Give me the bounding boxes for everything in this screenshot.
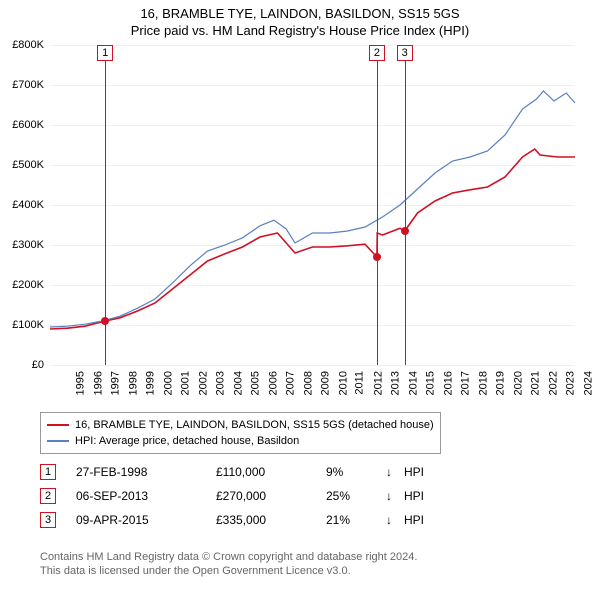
transaction-hpi-label: HPI [404,465,424,479]
x-tick-label: 2024 [582,371,594,395]
transaction-price: £335,000 [216,513,326,527]
x-tick-label: 1999 [144,371,156,395]
x-tick-label: 2021 [529,371,541,395]
x-tick-label: 2006 [267,371,279,395]
transaction-pct: 9% [326,465,386,479]
x-tick-label: 2005 [249,371,261,395]
x-tick-label: 2022 [547,371,559,395]
attribution-footer: Contains HM Land Registry data © Crown c… [40,550,417,578]
y-tick-label: £200K [0,279,44,291]
y-tick-label: £500K [0,159,44,171]
sale-dot [401,227,409,235]
x-tick-label: 1997 [109,371,121,395]
x-tick-label: 2001 [179,371,191,395]
title-line-1: 16, BRAMBLE TYE, LAINDON, BASILDON, SS15… [0,0,600,21]
marker-box: 2 [369,45,385,61]
y-tick-label: £600K [0,119,44,131]
x-tick-label: 2018 [477,371,489,395]
y-tick-label: £100K [0,319,44,331]
x-tick-label: 2015 [424,371,436,395]
down-arrow-icon: ↓ [386,465,404,479]
y-tick-label: £800K [0,39,44,51]
x-tick-label: 2003 [214,371,226,395]
x-tick-label: 2000 [162,371,174,395]
legend-item: HPI: Average price, detached house, Basi… [47,433,434,449]
sale-dot [101,317,109,325]
transaction-marker: 3 [40,512,56,528]
x-tick-label: 2004 [232,371,244,395]
transaction-row: 2 06-SEP-2013£270,00025%↓HPI [40,484,580,508]
x-tick-label: 1995 [74,371,86,395]
transaction-pct: 25% [326,489,386,503]
marker-box: 3 [397,45,413,61]
transaction-row: 3 09-APR-2015£335,00021%↓HPI [40,508,580,532]
x-tick-label: 2023 [564,371,576,395]
x-tick-label: 2014 [407,371,419,395]
down-arrow-icon: ↓ [386,513,404,527]
legend-item: 16, BRAMBLE TYE, LAINDON, BASILDON, SS15… [47,417,434,433]
x-tick-label: 2008 [302,371,314,395]
marker-line [377,60,378,365]
y-tick-label: £700K [0,79,44,91]
marker-line [405,60,406,365]
x-tick-label: 2010 [337,371,349,395]
transaction-marker: 2 [40,488,56,504]
x-tick-label: 2009 [319,371,331,395]
x-tick-label: 2020 [512,371,524,395]
x-tick-label: 2002 [197,371,209,395]
y-tick-label: £400K [0,199,44,211]
legend-swatch [47,440,69,442]
x-tick-label: 2019 [494,371,506,395]
gridline [50,365,575,366]
transaction-marker: 1 [40,464,56,480]
transaction-hpi-label: HPI [404,489,424,503]
series-price_paid [50,149,575,329]
x-tick-label: 2011 [354,371,366,395]
line-series-svg [50,45,575,365]
legend: 16, BRAMBLE TYE, LAINDON, BASILDON, SS15… [40,412,441,454]
transaction-date: 06-SEP-2013 [76,489,216,503]
transaction-date: 27-FEB-1998 [76,465,216,479]
y-tick-label: £0 [0,359,44,371]
legend-label: 16, BRAMBLE TYE, LAINDON, BASILDON, SS15… [75,417,434,433]
marker-box: 1 [97,45,113,61]
plot-area: 1 23 [50,45,575,365]
y-tick-label: £300K [0,239,44,251]
transaction-pct: 21% [326,513,386,527]
footer-line-2: This data is licensed under the Open Gov… [40,564,417,578]
x-tick-label: 2017 [459,371,471,395]
legend-label: HPI: Average price, detached house, Basi… [75,433,299,449]
footer-line-1: Contains HM Land Registry data © Crown c… [40,550,417,564]
transaction-date: 09-APR-2015 [76,513,216,527]
sale-dot [373,253,381,261]
x-tick-label: 1998 [127,371,139,395]
chart-container: 16, BRAMBLE TYE, LAINDON, BASILDON, SS15… [0,0,600,590]
down-arrow-icon: ↓ [386,489,404,503]
transaction-price: £270,000 [216,489,326,503]
transaction-hpi-label: HPI [404,513,424,527]
legend-swatch [47,424,69,426]
x-tick-label: 2016 [442,371,454,395]
transaction-row: 1 27-FEB-1998£110,0009%↓HPI [40,460,580,484]
series-hpi [50,91,575,327]
transaction-price: £110,000 [216,465,326,479]
x-tick-label: 1996 [92,371,104,395]
title-line-2: Price paid vs. HM Land Registry's House … [0,21,600,38]
transactions-table: 127-FEB-1998£110,0009%↓HPI206-SEP-2013£2… [40,460,580,532]
x-tick-label: 2007 [284,371,296,395]
x-tick-label: 2012 [372,371,384,395]
x-tick-label: 2013 [389,371,401,395]
